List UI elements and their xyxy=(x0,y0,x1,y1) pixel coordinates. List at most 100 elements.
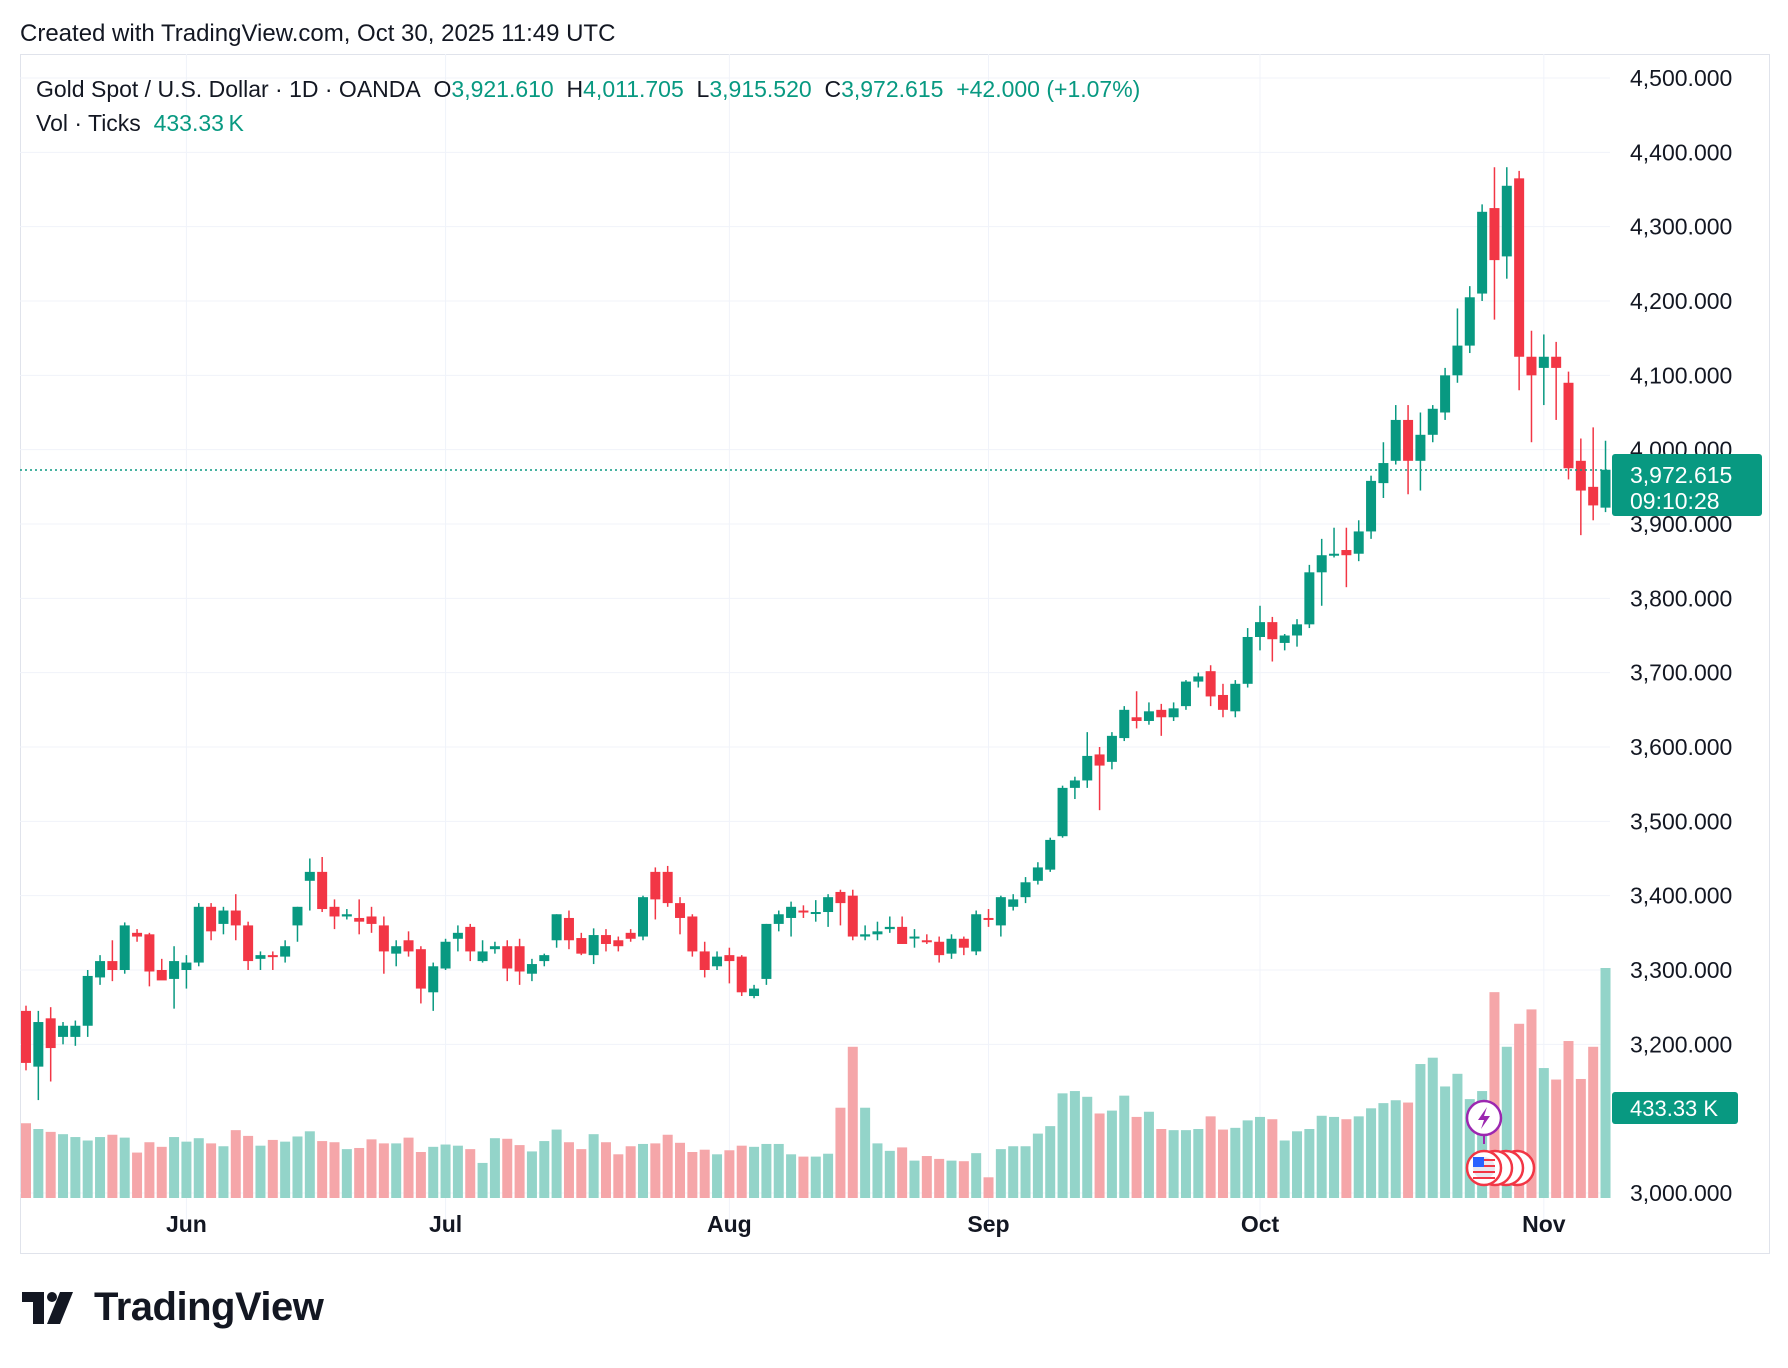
candle-body xyxy=(1106,735,1117,762)
volume-bar xyxy=(1020,1146,1031,1198)
candle-body xyxy=(835,891,846,904)
volume-badge-value: 433.33 K xyxy=(1630,1096,1718,1121)
volume-bar xyxy=(45,1131,56,1198)
tradingview-logo-icon xyxy=(22,1291,73,1324)
candle-body xyxy=(600,935,611,944)
candle-body xyxy=(218,910,229,924)
volume-bar xyxy=(304,1131,315,1198)
candle-body xyxy=(1020,882,1031,898)
candle-body xyxy=(823,897,834,913)
candle-body xyxy=(1180,681,1191,707)
candle-body xyxy=(181,962,192,970)
volume-bar xyxy=(563,1142,574,1198)
candle-body xyxy=(169,961,180,979)
candle-body xyxy=(1353,531,1364,554)
volume-bar xyxy=(1390,1100,1401,1198)
candle-body xyxy=(1366,480,1377,532)
candle-body xyxy=(958,938,969,948)
candle-body xyxy=(1427,408,1438,435)
candle-body xyxy=(33,1022,44,1067)
candle-body xyxy=(329,906,340,917)
flag-stripe xyxy=(1473,1171,1495,1173)
candle-body xyxy=(675,903,686,918)
volume-bar xyxy=(1501,1046,1512,1198)
volume-bar xyxy=(810,1156,821,1198)
price-badge-value: 3,972.615 xyxy=(1630,462,1732,488)
volume-bar xyxy=(1403,1102,1414,1198)
x-axis-label: Jul xyxy=(429,1211,462,1237)
candle-body xyxy=(983,917,994,920)
candle-body xyxy=(897,926,908,944)
volume-bar xyxy=(884,1150,895,1198)
candle-body xyxy=(58,1025,69,1037)
volume-bar xyxy=(712,1154,723,1198)
candle-body xyxy=(21,1010,31,1063)
candle-body xyxy=(810,912,821,915)
volume-bar xyxy=(1378,1103,1389,1198)
volume-bar xyxy=(613,1154,624,1198)
y-tick-label: 3,800.000 xyxy=(1630,585,1732,611)
candle-body xyxy=(1193,676,1204,682)
volume-bar xyxy=(1045,1126,1056,1198)
volume-bar xyxy=(1156,1129,1167,1198)
volume-bar xyxy=(280,1141,291,1198)
close-label: C xyxy=(824,76,842,102)
volume-bar xyxy=(749,1146,760,1198)
low-label: L xyxy=(696,76,710,102)
candle-body xyxy=(847,895,858,937)
price-badge-countdown: 09:10:28 xyxy=(1630,488,1720,514)
volume-bar xyxy=(1119,1095,1130,1198)
volume-bar xyxy=(638,1143,648,1198)
candle-body xyxy=(1440,375,1451,413)
symbol-label[interactable]: Gold Spot / U.S. Dollar · 1D · OANDA xyxy=(36,76,421,102)
candle-body xyxy=(699,951,710,970)
volume-bar xyxy=(82,1140,93,1198)
candle-body xyxy=(465,926,476,952)
volume-bar xyxy=(1551,1079,1562,1198)
candle-body xyxy=(403,940,414,952)
volume-bar xyxy=(428,1146,439,1198)
volume-bar xyxy=(576,1149,587,1198)
volume-bar xyxy=(1588,1046,1599,1198)
candle-body xyxy=(243,925,254,962)
volume-bar xyxy=(366,1139,377,1198)
volume-bar xyxy=(1341,1119,1352,1198)
volume-bar xyxy=(1514,1023,1525,1198)
tradingview-logo[interactable]: TradingView xyxy=(22,1285,324,1330)
volume-bar xyxy=(403,1137,414,1198)
candle-body xyxy=(1131,717,1142,721)
volume-bar xyxy=(70,1137,81,1198)
volume-bar xyxy=(539,1141,550,1198)
y-tick-label: 3,500.000 xyxy=(1630,808,1732,834)
candle-body xyxy=(551,914,562,941)
candle-body xyxy=(1489,208,1500,261)
volume-bar xyxy=(786,1154,797,1198)
volume-label[interactable]: Vol · Ticks xyxy=(36,110,141,136)
volume-bar xyxy=(1353,1116,1364,1198)
candle-body xyxy=(1057,787,1068,837)
candle-body xyxy=(687,916,698,952)
candle-body xyxy=(1341,550,1352,556)
candle-body xyxy=(1242,636,1253,684)
candle-body xyxy=(1329,553,1340,556)
candle-body xyxy=(415,949,426,989)
candle-body xyxy=(230,910,241,926)
candle-body xyxy=(1119,709,1130,739)
volume-bar xyxy=(946,1160,957,1198)
x-axis-label: Jun xyxy=(166,1211,207,1237)
x-axis-label: Aug xyxy=(707,1211,752,1237)
candle-body xyxy=(1477,211,1488,294)
candle-body xyxy=(45,1018,56,1049)
candle-body xyxy=(1032,867,1043,881)
volume-bar xyxy=(21,1123,31,1198)
candle-body xyxy=(156,970,167,981)
candle-body xyxy=(1551,356,1562,368)
volume-bar xyxy=(1168,1130,1179,1198)
candle-body xyxy=(860,934,871,937)
candle-body xyxy=(563,917,574,941)
volume-bar xyxy=(1292,1131,1303,1198)
volume-bar xyxy=(1563,1041,1574,1198)
volume-bar xyxy=(1057,1093,1068,1198)
flag-canton xyxy=(1473,1157,1484,1167)
